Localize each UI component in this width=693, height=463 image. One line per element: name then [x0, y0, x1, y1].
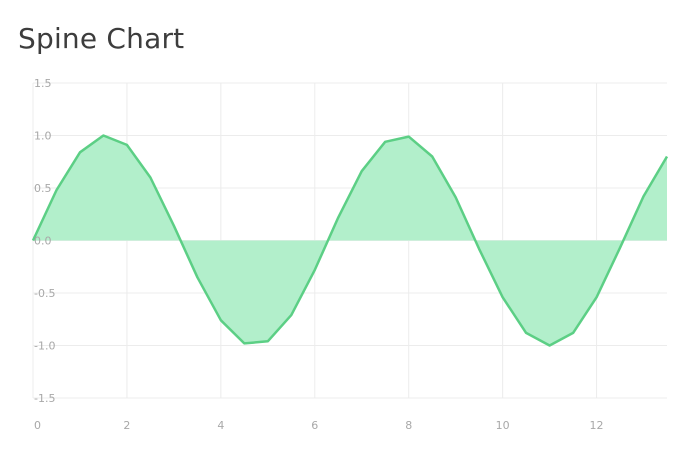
series-area: [33, 135, 667, 346]
x-tick-label: 2: [123, 419, 130, 432]
y-tick-label: -0.5: [34, 287, 55, 300]
y-tick-label: -1.0: [34, 340, 55, 353]
tick-layer: 1.5 1.0 0.5 0.0 -0.5 -1.0 -1.5 0 2 4 6 8 10 12: [34, 77, 604, 432]
y-tick-label: 0.5: [34, 182, 52, 195]
x-tick-label: 0: [34, 419, 41, 432]
y-tick-label: 0.0: [34, 235, 52, 248]
x-tick-label: 10: [496, 419, 510, 432]
y-tick-label: -1.5: [34, 392, 55, 405]
x-tick-label: 6: [311, 419, 318, 432]
x-tick-label: 4: [217, 419, 224, 432]
y-tick-label: 1.0: [34, 130, 52, 143]
y-tick-label: 1.5: [34, 77, 52, 90]
page-title: Spine Chart: [18, 22, 185, 55]
x-tick-label: 8: [405, 419, 412, 432]
x-tick-label: 12: [590, 419, 604, 432]
area-layer: [31, 134, 669, 347]
series-line: [31, 134, 669, 347]
